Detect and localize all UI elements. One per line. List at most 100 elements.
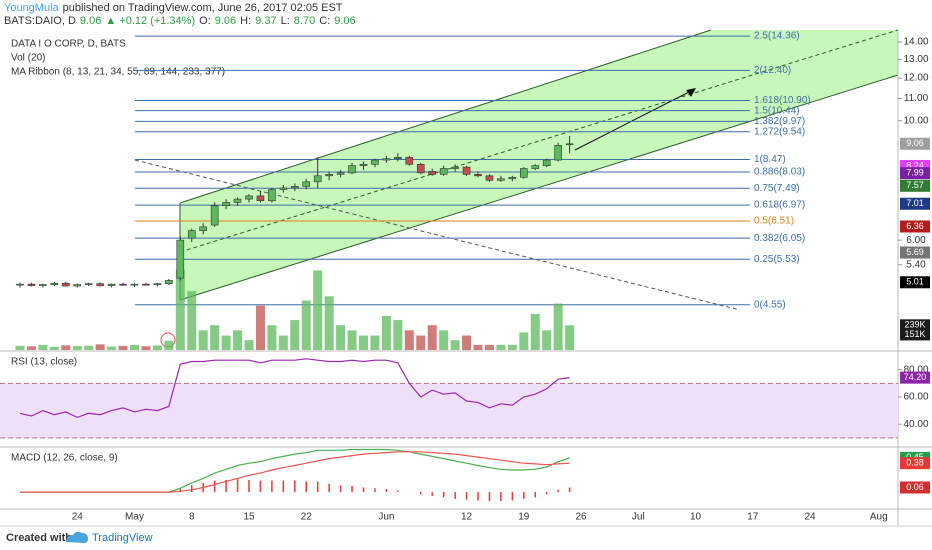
fib-label: 1.618(10.90): [754, 95, 811, 106]
price-tag: [900, 179, 930, 192]
ohlc-label: L:: [280, 15, 290, 27]
volume-bar: [301, 300, 311, 350]
volume-bar: [381, 315, 391, 350]
candle-body: [313, 175, 322, 183]
price-tag-label: 7.57: [906, 180, 924, 190]
fib-label: 0.25(5.53): [754, 254, 800, 265]
candle-body: [61, 282, 70, 287]
price-tag-label: 8.24: [906, 160, 924, 170]
arrow-head: [686, 88, 696, 97]
price-tag: [900, 137, 930, 150]
candle-body: [279, 187, 288, 190]
candle-body: [27, 283, 36, 286]
volume-bar: [152, 345, 162, 350]
channel-lower: [179, 74, 899, 301]
volume-bar: [198, 330, 208, 350]
x-tick-label: 15: [243, 512, 255, 523]
volume-bar: [164, 340, 174, 350]
candle-body: [336, 172, 345, 175]
candle-body: [165, 280, 173, 284]
y-tick-label: 6.00: [906, 235, 926, 246]
y-tick-label: 12.00: [903, 73, 928, 84]
candle-body: [153, 283, 162, 285]
volume-bar: [26, 346, 36, 350]
volume-bar: [95, 344, 105, 350]
price-tag: [900, 197, 930, 210]
change: ▲ +0.12 (+1.34%): [105, 15, 196, 27]
arrow: [574, 89, 694, 151]
header-line: YoungMula published on TradingView.com, …: [4, 2, 343, 14]
candle-body: [245, 195, 253, 200]
candle-body: [107, 283, 116, 286]
volume-bar: [313, 270, 323, 350]
candle-body: [359, 163, 368, 166]
candle-body: [233, 198, 242, 203]
price-tag: [900, 167, 930, 180]
candle-body: [474, 174, 482, 177]
volume-bar: [38, 344, 48, 350]
volume-bar: [359, 335, 368, 350]
legend-title: DATA I O CORP, D, BATS: [11, 39, 126, 50]
ohlc-value: 9.37: [255, 15, 277, 27]
ohlc-value: 9.06: [334, 15, 356, 27]
last-price: 9.06: [79, 15, 102, 27]
x-tick-label: Jul: [632, 512, 645, 523]
macd-title: MACD (12, 26, close, 9): [11, 453, 118, 464]
volume-bar: [507, 344, 517, 350]
legend-volume: Vol (20): [11, 53, 45, 64]
candle-body: [84, 283, 93, 285]
channel-upper: [179, 29, 712, 204]
volume-bar: [15, 345, 25, 350]
volume-bar: [175, 269, 185, 350]
price-tag-label: 151K: [904, 329, 925, 339]
author[interactable]: YoungMula: [4, 2, 59, 14]
channel-mid: [179, 29, 899, 253]
volume-bar: [187, 291, 197, 350]
candle-body: [485, 175, 494, 181]
rsi-line: [19, 358, 570, 419]
volume-bar: [496, 344, 506, 350]
volume-bar: [473, 344, 483, 350]
candle-body: [371, 159, 379, 165]
volume-bar: [255, 305, 265, 350]
volume-bar: [427, 325, 437, 350]
candle-body: [382, 158, 391, 161]
y-tick-label: 11.00: [904, 93, 929, 104]
candle-body: [222, 202, 230, 207]
volume-bar: [393, 320, 403, 350]
quote-line: BATS:DAIO, D 9.06 ▲ +0.12 (+1.34%) O: 9.0…: [4, 15, 356, 27]
volume-bar: [107, 346, 117, 350]
y-tick-label: 60.00: [903, 392, 928, 403]
fib-label: 2.5(14.36): [754, 31, 800, 42]
volume-bar: [553, 303, 563, 350]
volume-bar: [324, 296, 334, 350]
fib-label: 1(8.47): [754, 154, 786, 165]
candle-body: [428, 171, 437, 175]
y-tick-label: 5.40: [906, 259, 926, 270]
candle-body: [39, 284, 47, 286]
volume-bar: [565, 325, 575, 350]
volume-bar: [244, 340, 254, 350]
candle-body: [96, 283, 104, 286]
volume-bar: [267, 325, 277, 350]
fib-label: 0(4.55): [754, 299, 786, 310]
candle-body: [130, 283, 139, 286]
ohlc-value: 8.70: [293, 15, 316, 27]
ohlc-label: H:: [240, 15, 252, 27]
candle-body: [508, 176, 517, 180]
price-tag: [900, 328, 930, 341]
volume-bar: [233, 330, 243, 350]
candle-body: [325, 174, 333, 177]
volume-bar: [404, 330, 414, 350]
fib-label: 2(12.40): [754, 65, 791, 76]
legend-ma: MA Ribbon (8, 13, 21, 34, 55, 89, 144, 2…: [11, 67, 225, 78]
ohlc-label: C:: [319, 15, 331, 27]
fib-label: 1.5(10.44): [754, 105, 800, 116]
volume-bar: [462, 335, 472, 350]
footer-brand[interactable]: TradingView: [92, 532, 153, 544]
volume-bar: [370, 335, 380, 350]
volume-bar: [130, 345, 139, 350]
volume-bar: [484, 344, 494, 350]
